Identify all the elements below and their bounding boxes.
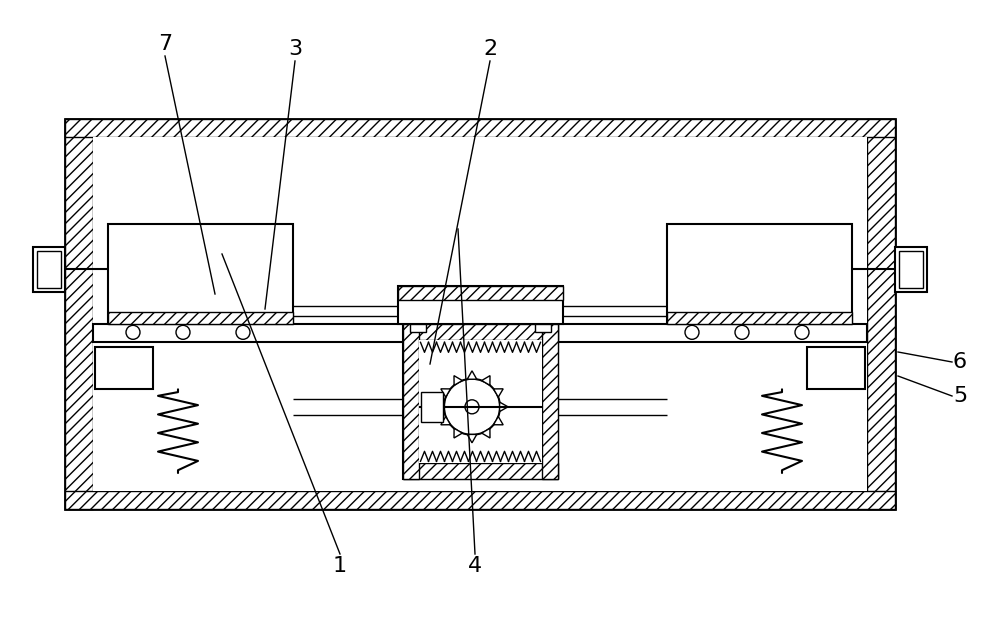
Bar	[542, 324, 558, 479]
Polygon shape	[494, 389, 503, 397]
Bar	[108, 313, 293, 324]
Bar	[429, 397, 531, 459]
Text: 2: 2	[483, 39, 497, 59]
Bar	[402, 463, 558, 479]
Text: 5: 5	[953, 386, 967, 406]
Text: 6: 6	[953, 352, 967, 372]
Bar	[405, 376, 555, 388]
Circle shape	[685, 325, 699, 339]
Bar	[93, 324, 867, 343]
Bar	[65, 119, 895, 137]
Bar	[899, 251, 923, 288]
Bar	[402, 324, 558, 340]
Polygon shape	[436, 402, 444, 412]
Text: 3: 3	[288, 39, 302, 59]
Bar	[33, 247, 65, 292]
Polygon shape	[467, 371, 477, 379]
Bar	[420, 392, 442, 422]
Circle shape	[236, 325, 250, 339]
Polygon shape	[454, 428, 462, 438]
Bar	[534, 324, 550, 333]
Polygon shape	[482, 376, 490, 385]
Bar	[418, 340, 542, 463]
Polygon shape	[482, 428, 490, 438]
Bar	[867, 119, 895, 509]
Polygon shape	[454, 376, 462, 385]
Bar	[65, 119, 93, 509]
Bar	[415, 383, 545, 473]
Bar	[402, 324, 558, 479]
Bar	[93, 137, 867, 491]
Bar	[410, 324, 426, 333]
Bar	[895, 247, 927, 292]
Bar	[398, 286, 562, 324]
Circle shape	[176, 325, 190, 339]
Polygon shape	[467, 434, 477, 443]
Circle shape	[465, 400, 479, 414]
Bar	[108, 224, 293, 324]
Bar	[398, 286, 562, 300]
Bar	[37, 251, 61, 288]
Circle shape	[735, 325, 749, 339]
Text: 1: 1	[333, 556, 347, 576]
Bar	[807, 348, 865, 389]
Text: 4: 4	[468, 556, 482, 576]
Text: 7: 7	[158, 34, 172, 54]
Bar	[65, 119, 895, 509]
Polygon shape	[494, 416, 503, 425]
Bar	[95, 348, 153, 389]
Bar	[65, 491, 895, 509]
Bar	[402, 324, 418, 479]
Circle shape	[444, 379, 500, 435]
Bar	[667, 313, 852, 324]
Polygon shape	[441, 416, 450, 425]
Polygon shape	[500, 402, 508, 412]
Bar	[667, 224, 852, 324]
Circle shape	[126, 325, 140, 339]
Polygon shape	[441, 389, 450, 397]
Circle shape	[795, 325, 809, 339]
